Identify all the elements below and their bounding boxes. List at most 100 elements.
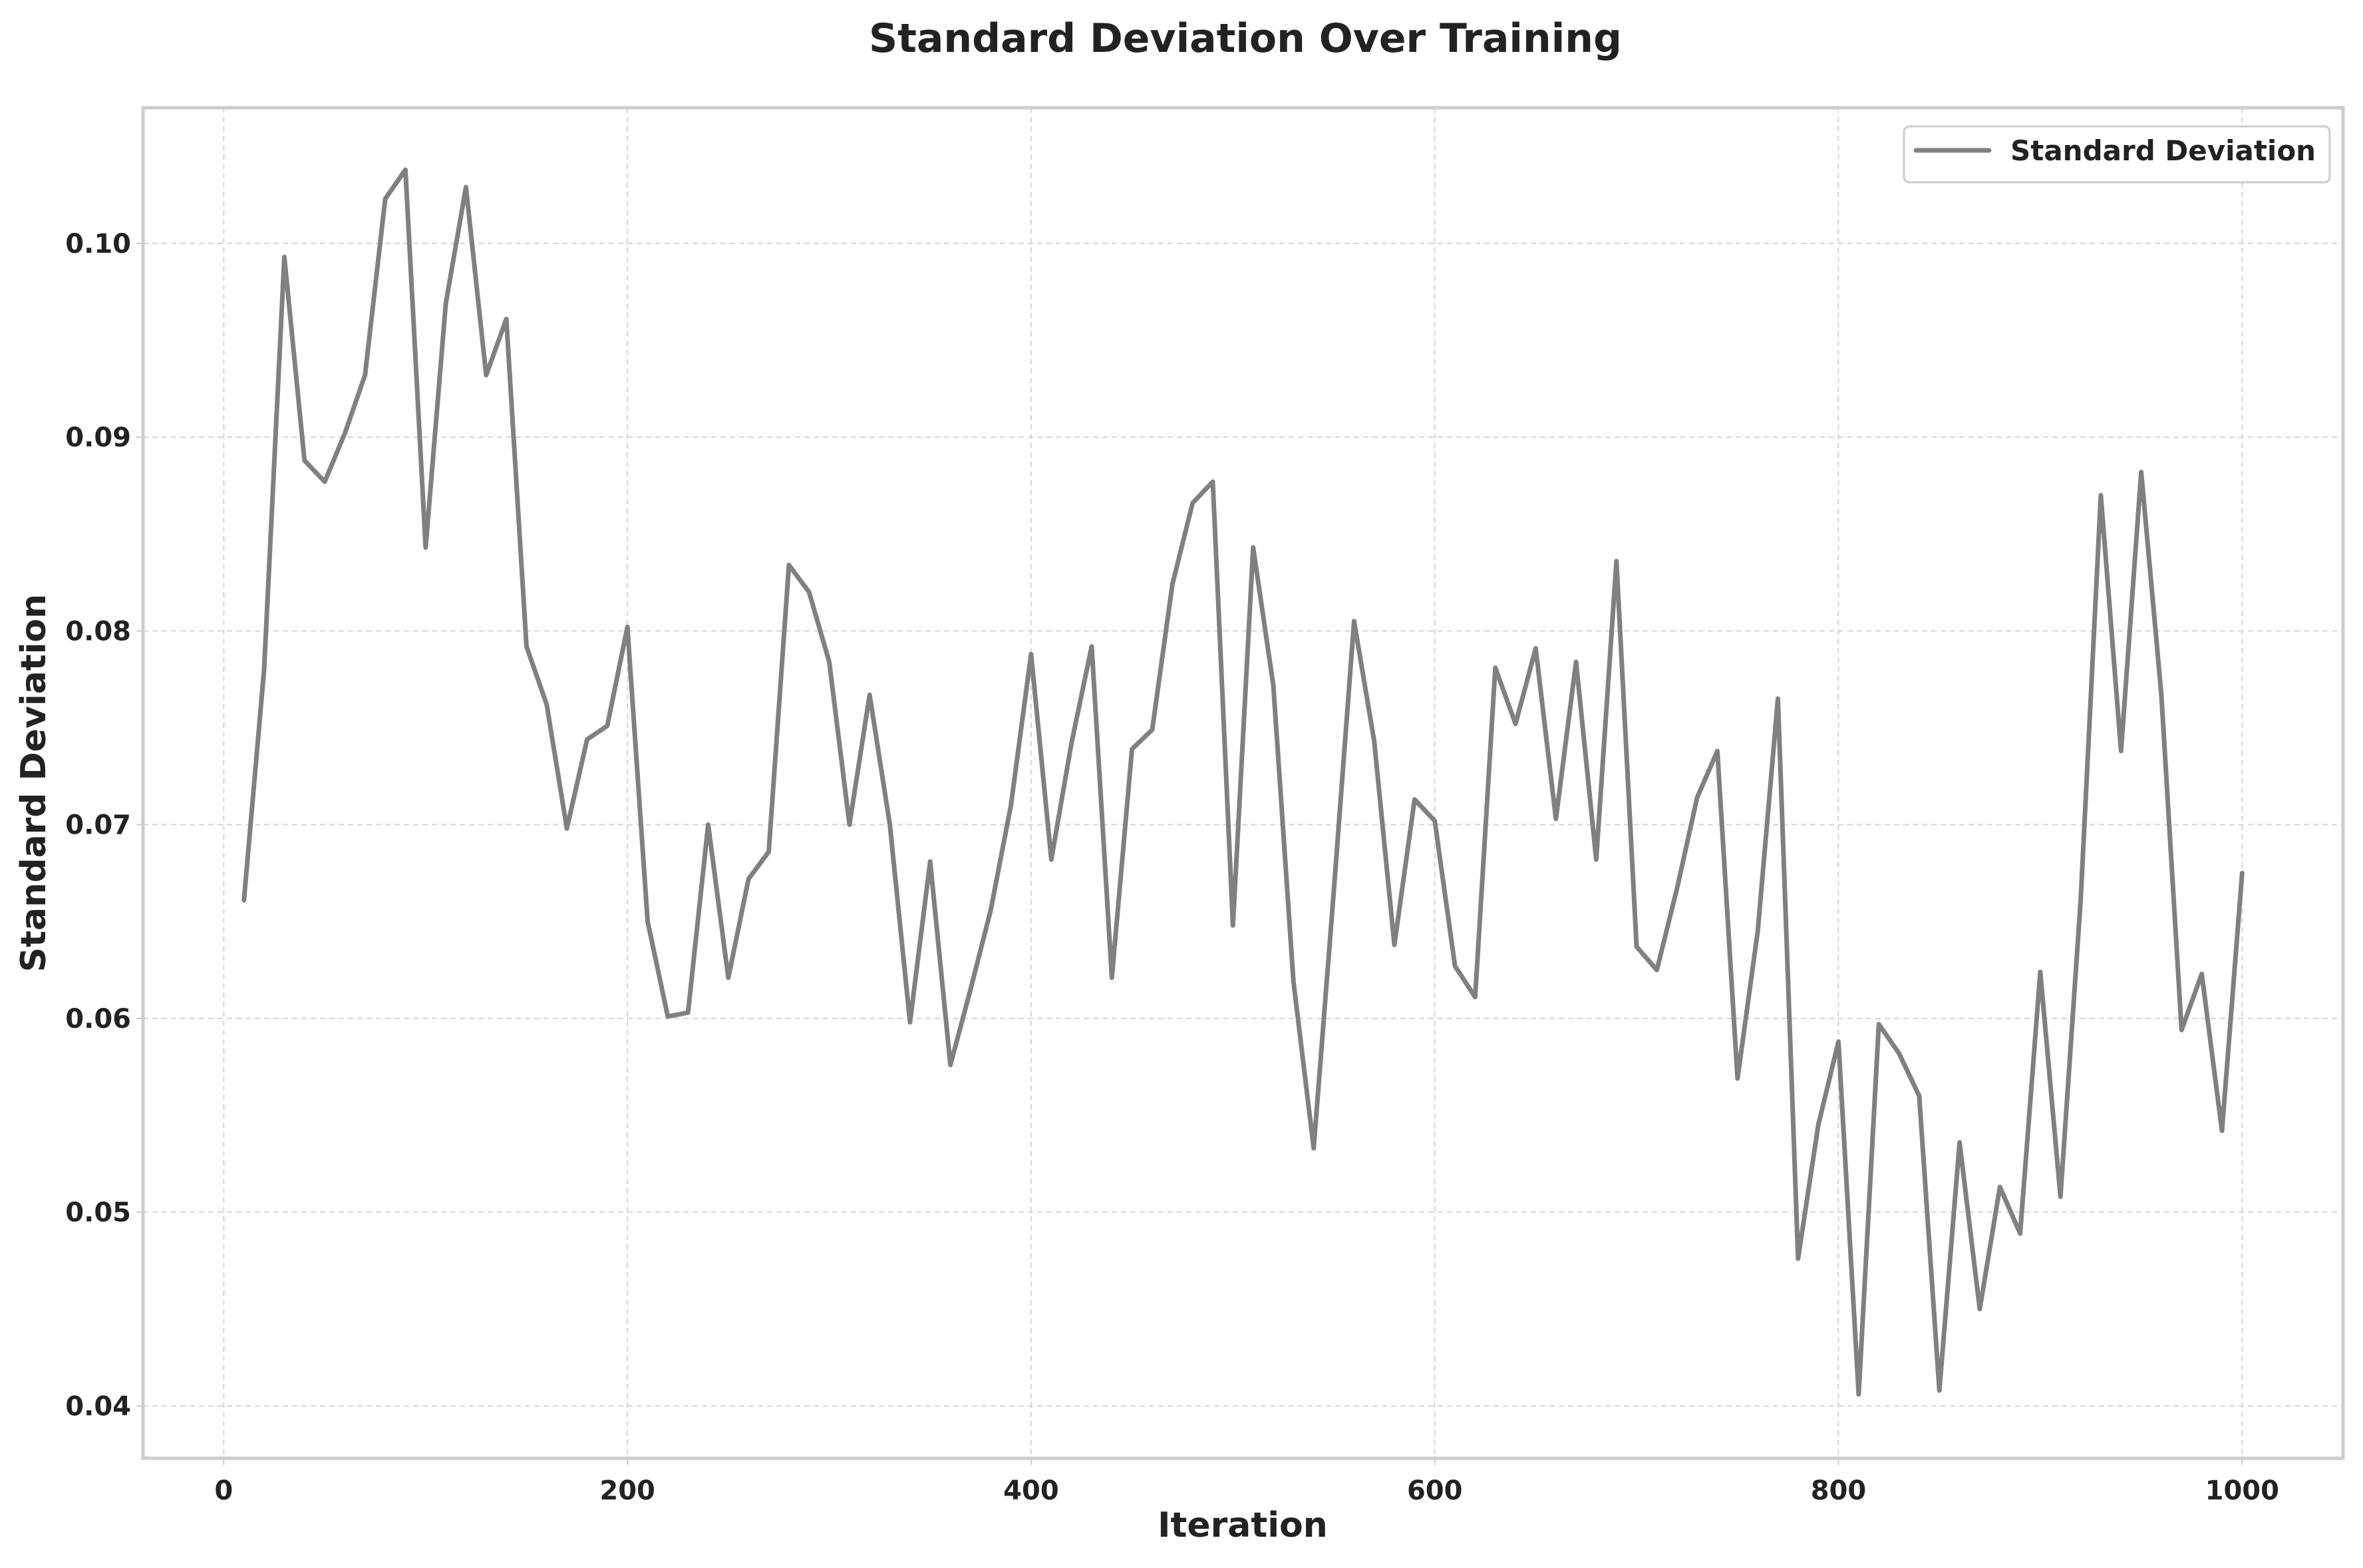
x-tick-label: 0 [214,1476,233,1506]
data-point [747,877,750,880]
data-point [1010,804,1013,806]
data-point [263,669,265,671]
data-point [546,703,548,706]
chart-title: Standard Deviation Over Training [869,15,1622,62]
grid [143,108,2343,1458]
data-point [1575,661,1577,663]
data-point [424,546,427,549]
y-tick-label: 0.09 [65,422,131,453]
data-point [1434,820,1436,822]
data-point [1030,653,1032,655]
data-point [828,661,830,663]
data-point [1313,1147,1315,1150]
data-point [303,459,306,462]
y-tick-label: 0.06 [65,1004,131,1034]
data-point [1373,740,1376,742]
data-point [404,168,406,171]
data-point [2140,471,2143,473]
data-point [1413,798,1416,801]
x-tick-label: 200 [599,1476,655,1506]
x-tick-label: 400 [1003,1476,1059,1506]
data-point [889,824,891,826]
data-point [788,563,790,566]
y-tick-label: 0.10 [65,229,131,259]
data-point [323,480,326,483]
data-point [1857,1393,1860,1396]
data-point [444,302,447,305]
data-point [1716,750,1718,752]
data-point [606,724,609,727]
series-line [241,167,2245,1397]
data-point [1555,818,1557,820]
data-point [2019,1232,2022,1235]
data-point [2120,750,2122,752]
data-point [1474,996,1476,999]
legend-box [1903,125,2331,184]
y-tick-label: 0.04 [65,1391,131,1422]
x-axis-ticks: 0 200 400 600 800 1000 [214,1458,2279,1506]
data-point [525,645,528,648]
data-point [687,1011,689,1014]
data-point [505,318,508,320]
data-point [626,626,629,628]
data-point [1676,887,1678,890]
data-point [1998,1185,2001,1188]
y-tick-label: 0.05 [65,1197,131,1228]
y-axis-label: Standard Deviation [14,594,54,972]
y-axis-ticks: 0.04 0.05 0.06 0.07 0.08 0.09 0.10 [65,229,143,1422]
data-point [243,899,245,901]
data-point [1656,969,1658,971]
y-tick-label: 0.07 [65,810,131,841]
data-point [1292,981,1295,983]
data-point [929,860,931,863]
x-tick-label: 800 [1811,1476,1867,1506]
data-point [1211,480,1214,483]
data-point [1777,697,1779,700]
x-axis-label: Iteration [1158,1505,1328,1545]
data-point [989,909,992,911]
data-point [808,591,810,593]
data-point [1898,1052,1900,1054]
data-point [1534,647,1537,650]
data-point [909,1021,911,1024]
data-point [1514,722,1517,725]
data-point [768,850,770,853]
y-tick-label: 0.08 [65,616,131,647]
data-point [1837,1040,1839,1043]
data-point [2059,1195,2062,1198]
data-point [1494,667,1497,669]
data-point [565,827,568,830]
legend-label: Standard Deviation [2010,134,2316,167]
data-point [1050,858,1052,861]
data-point [2180,1028,2183,1031]
data-point [384,198,387,200]
data-point [1635,945,1638,948]
data-point [1756,930,1759,933]
data-point [1696,796,1698,799]
data-point [727,977,730,979]
data-point [1333,889,1335,892]
data-point [848,824,851,826]
data-point [667,1015,669,1018]
data-point [969,988,972,991]
data-point [2201,973,2203,975]
data-point [464,186,467,188]
data-point [343,432,346,434]
data-point [1736,1077,1739,1080]
data-point [1272,684,1275,687]
data-point [1191,502,1194,504]
data-point [1110,977,1113,979]
x-tick-label: 600 [1407,1476,1463,1506]
data-point [1938,1389,1941,1392]
data-point [1454,965,1456,967]
data-point [586,738,588,740]
data-point [485,374,488,377]
data-point [1877,1023,1880,1026]
data-point [707,824,709,826]
legend: Standard Deviation [1903,125,2331,184]
data-point [2160,694,2163,696]
data-point [1615,560,1618,562]
data-point [1352,620,1355,623]
data-point [1918,1094,1921,1097]
data-point [1817,1124,1819,1126]
